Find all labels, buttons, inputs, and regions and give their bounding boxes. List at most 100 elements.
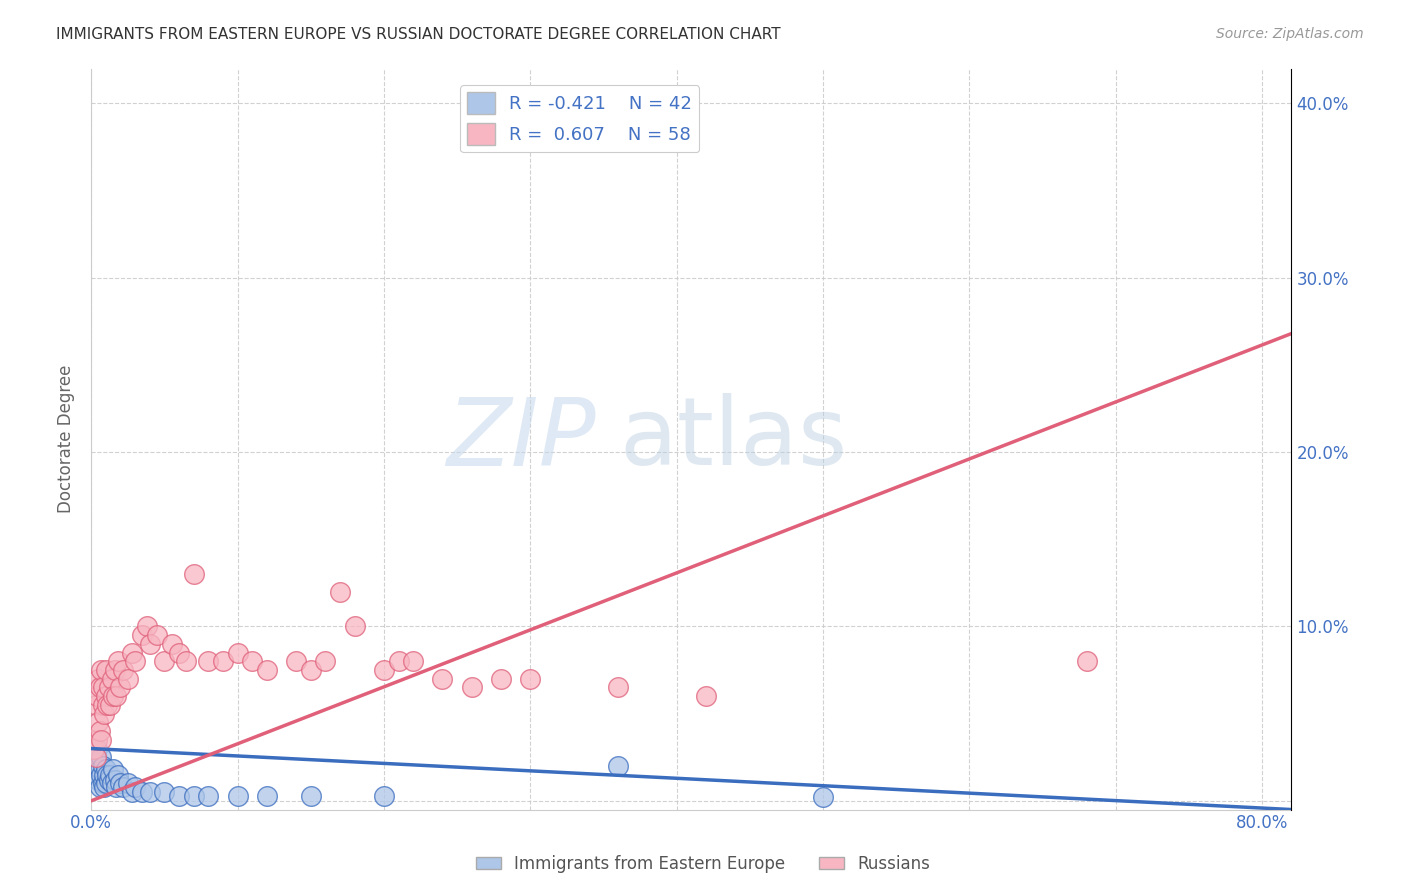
Point	[90, 767, 112, 781]
Point	[96, 698, 118, 712]
Point	[93, 706, 115, 721]
Point	[256, 789, 278, 803]
Point	[97, 772, 120, 787]
Point	[89, 780, 111, 794]
Point	[91, 698, 114, 712]
Point	[110, 681, 132, 695]
Legend: R = -0.421    N = 42, R =  0.607    N = 58: R = -0.421 N = 42, R = 0.607 N = 58	[460, 85, 699, 153]
Point	[98, 767, 121, 781]
Point	[121, 785, 143, 799]
Point	[387, 654, 409, 668]
Point	[84, 763, 107, 777]
Point	[135, 619, 157, 633]
Point	[240, 654, 263, 668]
Point	[94, 763, 117, 777]
Point	[94, 663, 117, 677]
Point	[97, 681, 120, 695]
Point	[86, 741, 108, 756]
Point	[96, 767, 118, 781]
Point	[83, 759, 105, 773]
Point	[695, 690, 717, 704]
Point	[183, 567, 205, 582]
Point	[124, 780, 146, 794]
Point	[87, 772, 110, 787]
Point	[86, 690, 108, 704]
Point	[100, 776, 122, 790]
Legend: Immigrants from Eastern Europe, Russians: Immigrants from Eastern Europe, Russians	[470, 848, 936, 880]
Point	[160, 637, 183, 651]
Point	[226, 646, 249, 660]
Point	[373, 663, 395, 677]
Point	[93, 767, 115, 781]
Point	[91, 681, 114, 695]
Point	[98, 698, 121, 712]
Text: Source: ZipAtlas.com: Source: ZipAtlas.com	[1216, 27, 1364, 41]
Point	[299, 789, 322, 803]
Point	[138, 785, 160, 799]
Point	[402, 654, 425, 668]
Point	[91, 759, 114, 773]
Point	[90, 663, 112, 677]
Point	[197, 654, 219, 668]
Point	[101, 763, 124, 777]
Point	[86, 767, 108, 781]
Point	[131, 785, 153, 799]
Point	[167, 789, 190, 803]
Point	[489, 672, 512, 686]
Point	[90, 732, 112, 747]
Point	[176, 654, 198, 668]
Point	[197, 789, 219, 803]
Point	[1076, 654, 1098, 668]
Point	[112, 663, 135, 677]
Point	[131, 628, 153, 642]
Point	[90, 750, 112, 764]
Point	[91, 776, 114, 790]
Point	[84, 750, 107, 764]
Point	[432, 672, 454, 686]
Point	[84, 750, 107, 764]
Point	[103, 772, 125, 787]
Text: IMMIGRANTS FROM EASTERN EUROPE VS RUSSIAN DOCTORATE DEGREE CORRELATION CHART: IMMIGRANTS FROM EASTERN EUROPE VS RUSSIA…	[56, 27, 780, 42]
Point	[107, 654, 129, 668]
Point	[105, 690, 128, 704]
Point	[89, 763, 111, 777]
Point	[121, 646, 143, 660]
Point	[117, 672, 139, 686]
Text: ZIP: ZIP	[446, 393, 595, 484]
Point	[461, 681, 484, 695]
Point	[153, 785, 176, 799]
Point	[89, 681, 111, 695]
Point	[83, 741, 105, 756]
Point	[167, 646, 190, 660]
Point	[285, 654, 308, 668]
Point	[105, 780, 128, 794]
Text: atlas: atlas	[619, 393, 848, 485]
Point	[607, 759, 630, 773]
Point	[89, 724, 111, 739]
Point	[373, 789, 395, 803]
Point	[93, 780, 115, 794]
Point	[212, 654, 235, 668]
Point	[103, 663, 125, 677]
Point	[101, 690, 124, 704]
Point	[107, 767, 129, 781]
Point	[94, 690, 117, 704]
Point	[86, 732, 108, 747]
Point	[314, 654, 336, 668]
Point	[226, 789, 249, 803]
Point	[256, 663, 278, 677]
Point	[112, 780, 135, 794]
Point	[138, 637, 160, 651]
Point	[329, 584, 352, 599]
Point	[607, 681, 630, 695]
Point	[87, 715, 110, 730]
Point	[146, 628, 169, 642]
Point	[87, 672, 110, 686]
Point	[100, 672, 122, 686]
Point	[110, 776, 132, 790]
Point	[87, 756, 110, 770]
Point	[117, 776, 139, 790]
Point	[343, 619, 366, 633]
Y-axis label: Doctorate Degree: Doctorate Degree	[58, 365, 75, 513]
Point	[153, 654, 176, 668]
